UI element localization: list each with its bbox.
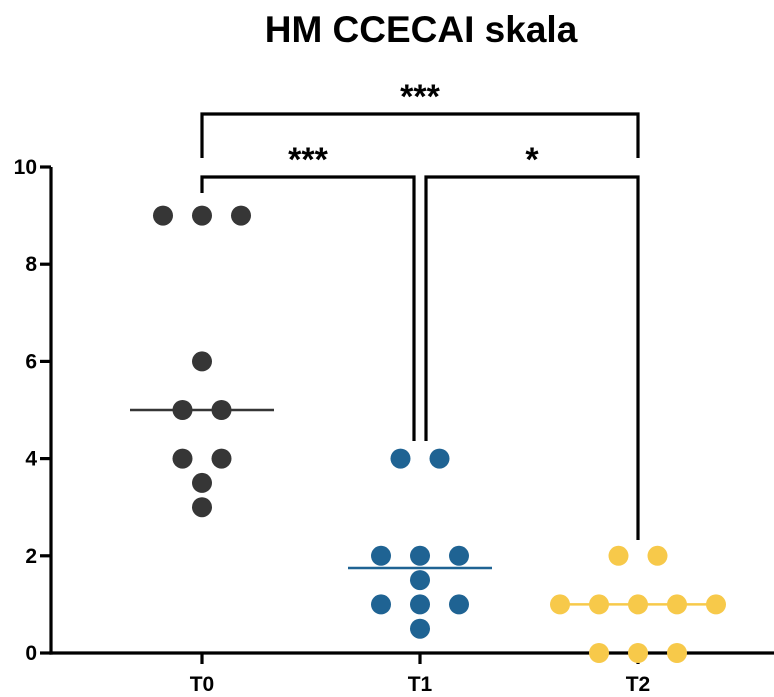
data-point xyxy=(211,448,232,469)
data-point xyxy=(172,448,193,469)
data-point xyxy=(410,545,430,566)
data-point xyxy=(192,205,212,226)
data-points xyxy=(153,205,726,663)
data-point xyxy=(429,448,450,469)
data-point xyxy=(706,594,726,615)
y-tick-label: 10 xyxy=(14,156,37,179)
significance-bracket xyxy=(424,175,640,540)
significance-bracket xyxy=(200,112,640,158)
data-point xyxy=(647,545,668,566)
data-point xyxy=(608,545,629,566)
data-point xyxy=(231,205,251,226)
y-tick-label: 6 xyxy=(25,350,37,373)
data-point xyxy=(192,497,212,518)
data-point xyxy=(550,594,570,615)
data-point xyxy=(172,400,193,420)
data-point xyxy=(449,594,469,615)
data-point xyxy=(449,545,469,566)
y-tick-label: 4 xyxy=(25,448,37,471)
data-point xyxy=(589,594,609,615)
chart-title: HM CCECAI skala xyxy=(265,9,578,50)
y-tick-label: 2 xyxy=(25,545,37,568)
significance-label: *** xyxy=(400,78,440,116)
significance-label: * xyxy=(525,141,539,179)
data-point xyxy=(628,643,648,663)
x-tick-label: T1 xyxy=(408,673,433,696)
data-point xyxy=(410,618,430,639)
data-point xyxy=(410,594,430,615)
y-tick-label: 0 xyxy=(25,642,37,665)
data-point xyxy=(371,545,391,566)
data-point xyxy=(667,643,687,663)
data-point xyxy=(589,643,609,663)
data-point xyxy=(390,448,411,469)
data-point xyxy=(211,400,232,420)
data-point xyxy=(371,594,391,615)
data-point xyxy=(192,351,212,372)
data-point xyxy=(667,594,687,615)
y-tick-label: 8 xyxy=(25,253,37,276)
significance-bracket xyxy=(200,175,416,441)
x-tick-label: T2 xyxy=(626,673,651,696)
x-tick-label: T0 xyxy=(190,673,215,696)
significance-brackets: *** **** xyxy=(200,78,640,540)
data-point xyxy=(410,570,430,591)
data-point xyxy=(628,594,648,615)
significance-label: *** xyxy=(288,141,328,179)
data-point xyxy=(153,205,173,226)
data-point xyxy=(192,472,212,493)
axes: 0 2 4 6 8 10 T0 T1 T2 xyxy=(14,156,774,696)
